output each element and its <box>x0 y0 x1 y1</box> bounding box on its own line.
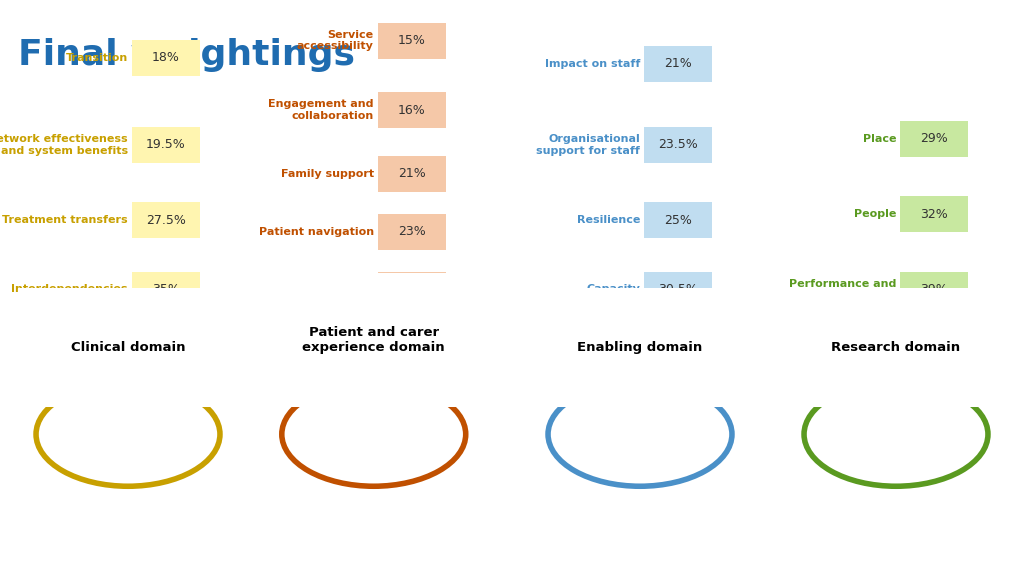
FancyBboxPatch shape <box>132 272 200 307</box>
Text: Treatment transfers: Treatment transfers <box>2 215 128 225</box>
Text: 23%: 23% <box>398 225 426 238</box>
Text: 35%: 35% <box>152 283 180 296</box>
FancyBboxPatch shape <box>378 272 445 307</box>
Text: Resilience: Resilience <box>577 215 640 225</box>
FancyBboxPatch shape <box>378 23 445 58</box>
Text: 21%: 21% <box>665 57 692 70</box>
Text: Impact on staff: Impact on staff <box>545 58 640 69</box>
FancyBboxPatch shape <box>644 202 712 238</box>
Text: Place: Place <box>862 134 896 144</box>
Text: Patient and carer
experience domain: Patient and carer experience domain <box>302 326 445 354</box>
Text: 21%: 21% <box>398 167 426 180</box>
FancyBboxPatch shape <box>378 214 445 250</box>
Text: People: People <box>854 209 896 219</box>
Text: Family support: Family support <box>281 168 374 179</box>
Text: Service
accessibility: Service accessibility <box>297 30 374 52</box>
Text: Clinical domain: Clinical domain <box>71 341 185 354</box>
Text: Network effectiveness
and system benefits: Network effectiveness and system benefit… <box>0 134 128 156</box>
Text: 25%: 25% <box>664 214 692 226</box>
FancyBboxPatch shape <box>132 127 200 163</box>
Text: Performance and
capability: Performance and capability <box>788 278 896 301</box>
FancyBboxPatch shape <box>132 202 200 238</box>
Text: Quality of facilities: Quality of facilities <box>255 284 374 295</box>
Text: Capacity: Capacity <box>586 284 640 295</box>
Text: 18%: 18% <box>152 52 180 64</box>
FancyBboxPatch shape <box>644 272 712 307</box>
Text: Transition: Transition <box>66 53 128 63</box>
Text: 23.5%: 23.5% <box>658 138 698 151</box>
Text: 15%: 15% <box>397 34 426 47</box>
Text: 16%: 16% <box>398 104 426 116</box>
FancyBboxPatch shape <box>378 92 445 128</box>
Text: Research domain: Research domain <box>831 341 961 354</box>
Text: 32%: 32% <box>921 208 948 221</box>
Text: 39%: 39% <box>921 283 948 296</box>
FancyBboxPatch shape <box>378 156 445 192</box>
Text: 27.5%: 27.5% <box>146 214 186 226</box>
FancyBboxPatch shape <box>132 40 200 76</box>
FancyBboxPatch shape <box>644 46 712 82</box>
FancyBboxPatch shape <box>644 127 712 163</box>
FancyBboxPatch shape <box>900 272 968 307</box>
Text: Interdependencies: Interdependencies <box>11 284 128 295</box>
Text: 25%: 25% <box>397 283 426 296</box>
FancyBboxPatch shape <box>900 196 968 232</box>
Text: Organisational
support for staff: Organisational support for staff <box>537 134 640 156</box>
FancyBboxPatch shape <box>900 121 968 157</box>
Text: Patient navigation: Patient navigation <box>259 226 374 237</box>
Text: 29%: 29% <box>921 133 948 145</box>
Text: Final weightings: Final weightings <box>18 38 355 72</box>
Text: 30.5%: 30.5% <box>658 283 698 296</box>
Text: Enabling domain: Enabling domain <box>578 341 702 354</box>
Text: 19.5%: 19.5% <box>146 138 186 151</box>
Text: Engagement and
collaboration: Engagement and collaboration <box>268 99 374 121</box>
